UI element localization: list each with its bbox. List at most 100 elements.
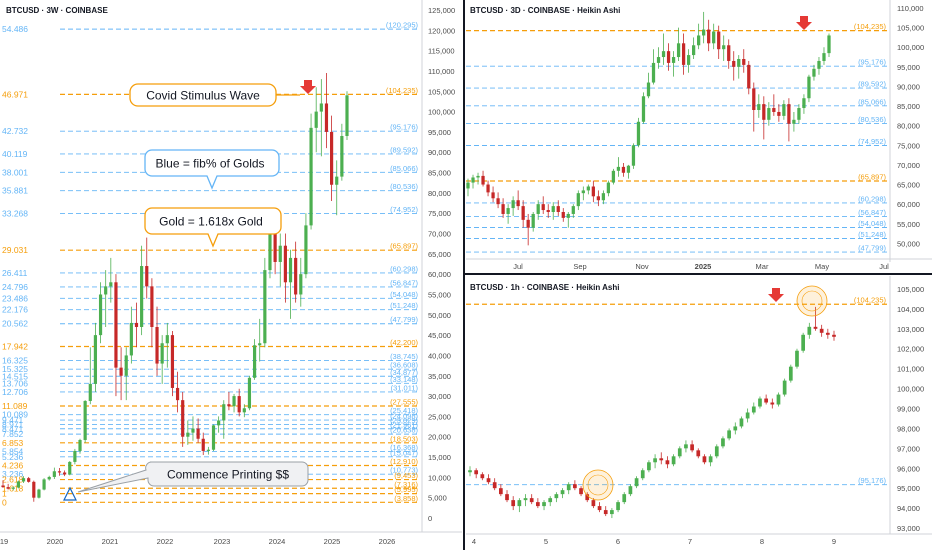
candle-body: [273, 229, 277, 262]
candle-body: [686, 55, 691, 65]
candle-body: [227, 404, 231, 407]
left-x-axis: 19 2020 2021 2022 2023 2024 2025 2026: [0, 531, 462, 546]
x-tick-label: 2022: [157, 537, 174, 546]
fib-price-label: (25,418): [390, 406, 418, 415]
candle-body: [560, 490, 565, 495]
x-tick-label: 2025: [324, 537, 341, 546]
candle-body: [737, 59, 741, 67]
candle-body: [747, 64, 751, 89]
candle-body: [571, 206, 575, 214]
candle-body: [47, 476, 51, 480]
circle-highlight-inner: [587, 474, 609, 496]
candle-body: [797, 108, 801, 120]
blue-note-text: Blue = fib% of Golds: [155, 157, 264, 171]
candle-body: [641, 96, 646, 122]
bottom-right-y-axis: 105,000 104,000 103,000 102,000 101,000 100,0…: [889, 276, 924, 534]
candle-body: [601, 193, 606, 201]
x-tick-label: 2023: [214, 537, 231, 546]
candle-body: [721, 438, 725, 447]
fib-price-label: (95,176): [858, 476, 886, 485]
x-tick-label: Nov: [635, 262, 649, 271]
candle-body: [247, 377, 252, 409]
y-tick-label: 103,000: [897, 325, 924, 334]
candle-body: [596, 196, 600, 201]
y-tick-label: 0: [428, 514, 432, 523]
x-tick-label: 2026: [379, 537, 396, 546]
left-candles: [1, 72, 349, 502]
candle-body: [733, 426, 738, 431]
candle-body: [526, 219, 530, 228]
candle-body: [114, 282, 118, 368]
candle-body: [268, 229, 272, 271]
blue-note-annotation: Blue = fib% of Golds: [144, 149, 280, 190]
candle-body: [11, 487, 15, 489]
candle-body: [492, 482, 497, 489]
candle-body: [795, 350, 799, 367]
candle-body: [634, 478, 639, 487]
y-tick-label: 65,000: [428, 250, 451, 259]
candle-body: [165, 335, 169, 344]
candle-body: [690, 444, 694, 451]
gold-note-annotation: Gold = 1.618x Gold: [144, 207, 282, 248]
candle-body: [471, 177, 475, 183]
x-tick-label: 5: [544, 537, 548, 546]
fib-ratio-label: 5.854: [2, 446, 24, 456]
y-tick-label: 90,000: [897, 82, 920, 91]
y-tick-label: 20,000: [428, 433, 451, 442]
y-tick-label: 15,000: [428, 453, 451, 462]
y-tick-label: 60,000: [428, 270, 451, 279]
fib-ratio-label: 1: [2, 489, 7, 499]
printing-annotation-box: [77, 461, 309, 493]
fib-price-label: (3,858): [394, 494, 418, 503]
fib-price-label: (5,995): [394, 485, 418, 494]
y-tick-label: 50,000: [428, 311, 451, 320]
y-tick-label: 101,000: [897, 365, 924, 374]
candle-body: [170, 335, 175, 388]
candle-body: [511, 200, 515, 209]
fib-price-label: (20,638): [390, 426, 418, 435]
x-tick-label: 4: [472, 537, 476, 546]
y-tick-label: 85,000: [428, 169, 451, 178]
fib-ratio-label: 2.618: [2, 475, 24, 485]
candle-body: [671, 456, 676, 465]
candle-body: [134, 322, 139, 327]
gold-note-text: Gold = 1.618x Gold: [159, 215, 263, 229]
fib-ratio-label: 20.562: [2, 319, 28, 329]
fib-price-label: (47,799): [858, 244, 886, 253]
fib-price-label: (31,011): [391, 383, 419, 392]
fib-ratio-label: 6.853: [2, 438, 24, 448]
candle-body: [93, 335, 98, 384]
candle-body: [776, 394, 781, 405]
fib-price-label: (23,029): [390, 416, 418, 425]
top-right-panel: (104,235) (95,176) (89,592) (85,066) (80,536…: [466, 0, 932, 271]
candle-body: [294, 257, 298, 295]
left-panel: 54.486 (120,295) 46.971 (104,235) 42.732 (95,…: [0, 0, 462, 546]
bottom-right-fib-levels: (104,235) (95,176): [466, 296, 888, 485]
fib-price-label: (12,910): [390, 457, 418, 466]
candle-body: [566, 213, 570, 218]
candle-body: [782, 380, 787, 395]
candle-body: [764, 398, 768, 403]
y-tick-label: 93,000: [897, 524, 920, 533]
x-tick-label: 9: [832, 537, 836, 546]
candle-body: [278, 245, 282, 262]
candle-body: [104, 286, 108, 295]
fib-ratio-label: 42.732: [2, 126, 28, 136]
candle-body: [640, 470, 645, 479]
y-tick-label: 98,000: [897, 424, 920, 433]
fib-ratio-label: 26.411: [2, 268, 28, 278]
candle-body: [16, 481, 20, 488]
fib-ratio-label: 9.471: [2, 415, 24, 425]
candle-body: [481, 175, 485, 185]
candle-body: [586, 186, 590, 191]
fib-price-label: (80,536): [390, 182, 418, 191]
fib-price-label: (104,235): [854, 22, 887, 31]
fib-price-label: (104,235): [386, 86, 419, 95]
candle-body: [801, 334, 806, 351]
x-tick-label: 2020: [47, 537, 64, 546]
fib-price-label: (56,847): [858, 208, 886, 217]
x-tick-label: May: [815, 262, 829, 271]
fib-ratio-label: 11.089: [2, 401, 28, 411]
left-panel-title: BTCUSD · 3W · COINBASE: [6, 6, 108, 15]
candle-body: [576, 193, 580, 207]
